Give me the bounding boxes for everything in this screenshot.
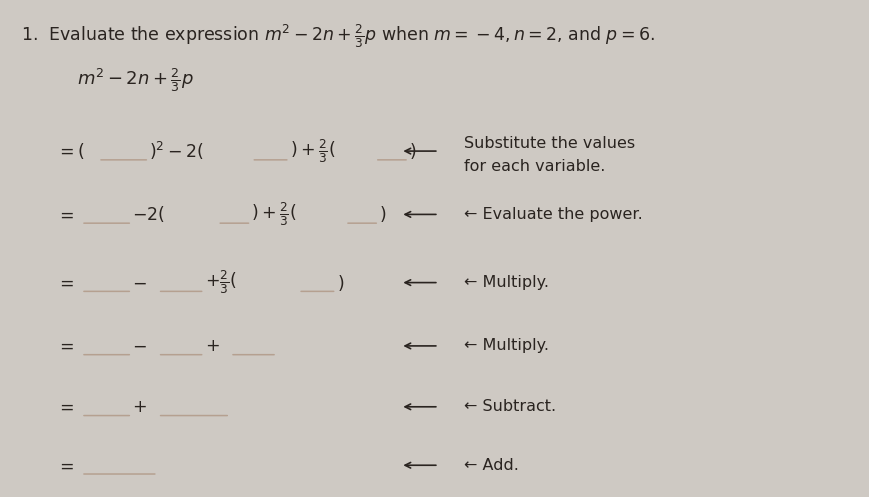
Text: $-$: $-$ (132, 337, 147, 355)
Text: for each variable.: for each variable. (464, 159, 606, 174)
Text: ← Multiply.: ← Multiply. (464, 275, 549, 290)
Text: ← Evaluate the power.: ← Evaluate the power. (464, 207, 643, 222)
Text: $=$: $=$ (56, 456, 74, 474)
Text: $m^2 - 2n + \frac{2}{3}p$: $m^2 - 2n + \frac{2}{3}p$ (76, 67, 194, 94)
Text: 1.  Evaluate the expression $m^2 - 2n + \frac{2}{3}p$ when $m = -4, n = 2$, and : 1. Evaluate the expression $m^2 - 2n + \… (22, 22, 655, 50)
Text: $) + \frac{2}{3}($: $) + \frac{2}{3}($ (289, 137, 335, 165)
Text: $)$: $)$ (336, 272, 344, 293)
Text: $+$: $+$ (204, 337, 219, 355)
Text: $- 2($: $- 2($ (132, 204, 165, 225)
Text: $)$: $)$ (409, 141, 416, 161)
Text: $)$: $)$ (379, 204, 387, 225)
Text: $+ \frac{2}{3}($: $+ \frac{2}{3}($ (204, 269, 236, 296)
Text: Substitute the values: Substitute the values (464, 136, 635, 151)
Text: ← Multiply.: ← Multiply. (464, 338, 549, 353)
Text: $=$: $=$ (56, 337, 74, 355)
Text: ← Subtract.: ← Subtract. (464, 399, 556, 414)
Text: $+$: $+$ (132, 398, 147, 416)
Text: $=$: $=$ (56, 398, 74, 416)
Text: $)^2 - 2($: $)^2 - 2($ (149, 140, 204, 162)
Text: $-$: $-$ (132, 273, 147, 292)
Text: $) + \frac{2}{3}($: $) + \frac{2}{3}($ (251, 201, 297, 228)
Text: ← Add.: ← Add. (464, 458, 519, 473)
Text: $=$: $=$ (56, 273, 74, 292)
Text: $=$: $=$ (56, 205, 74, 224)
Text: $= ($: $= ($ (56, 141, 84, 161)
